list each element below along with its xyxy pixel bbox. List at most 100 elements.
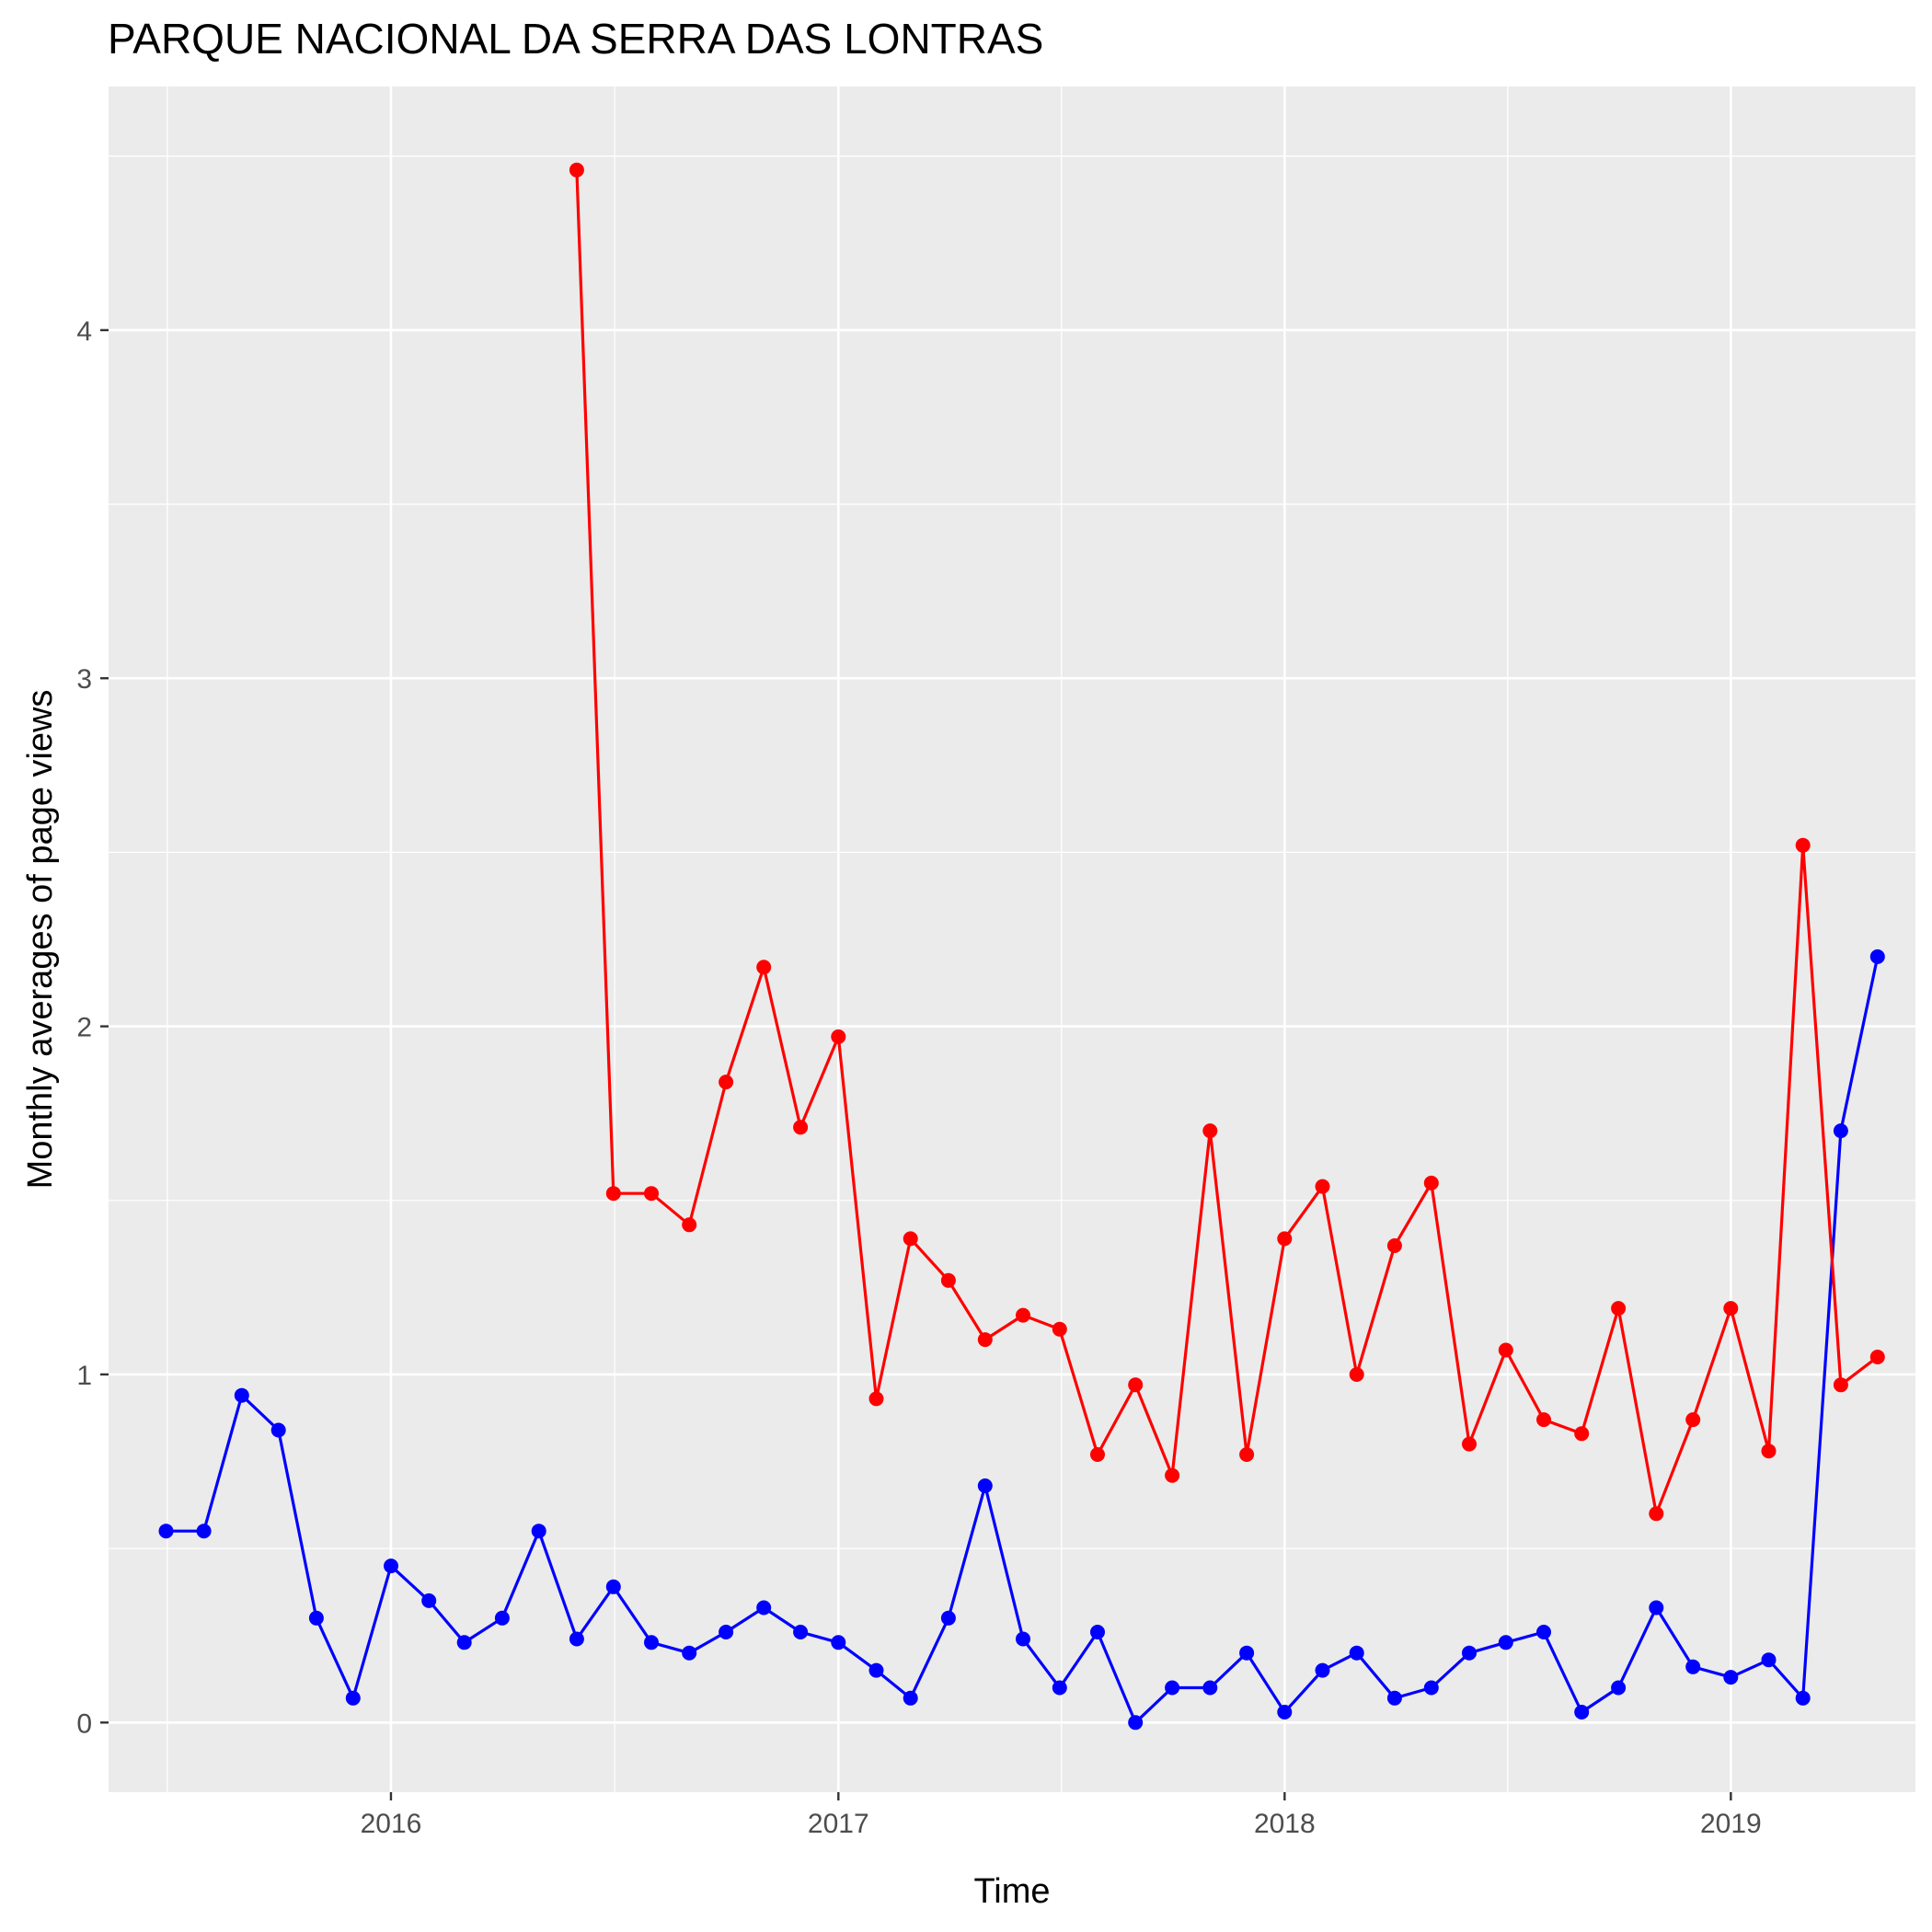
series-1-point [1128,1715,1144,1731]
series-1-point [1462,1645,1477,1661]
series-1-point [605,1579,621,1594]
series-1-point [1498,1635,1513,1650]
series-1-point [1536,1625,1551,1639]
series-1-point [494,1610,510,1626]
series-1-point [644,1635,659,1650]
series-1-point [234,1387,249,1403]
series-1-point [1386,1690,1402,1706]
series-2-point [1611,1301,1627,1317]
series-2-point [1128,1377,1144,1393]
series-1-point [719,1625,734,1639]
series-1-point [308,1610,324,1626]
series-1-point [1202,1680,1218,1696]
series-1-point [1574,1705,1590,1719]
series-2-point [719,1075,734,1090]
y-tick-label: 2 [76,1013,92,1043]
y-tick-label: 0 [76,1708,92,1739]
series-2-point [682,1217,697,1233]
x-axis-title: Time [973,1872,1050,1911]
series-2-point [1277,1231,1293,1247]
series-1-point [1016,1631,1030,1647]
x-tick-label: 2019 [1700,1809,1762,1839]
series-2-point [1574,1426,1590,1442]
series-2-point [1869,1350,1885,1364]
series-1-point [1277,1705,1293,1719]
series-1-point [940,1610,956,1626]
series-1-point [977,1478,993,1493]
series-1-point [158,1524,174,1539]
series-1-point [1315,1662,1330,1678]
series-1-point [682,1645,697,1661]
series-1-point [903,1690,918,1706]
series-2-point [756,960,772,975]
series-2-point [1462,1436,1477,1452]
chart-title: PARQUE NACIONAL DA SERRA DAS LONTRAS [108,15,1043,63]
series-2-point [1349,1367,1364,1382]
series-2-point [868,1391,884,1407]
x-tick-label: 2018 [1254,1809,1316,1839]
series-1-point [1833,1123,1848,1139]
series-2-point [1761,1443,1777,1459]
series-2-point [1315,1179,1330,1194]
series-2-point [1202,1123,1218,1139]
series-2-point [793,1120,809,1135]
series-1-point [421,1593,437,1608]
series-1-point [1723,1670,1739,1685]
plot-panel [109,86,1915,1792]
series-2-point [605,1186,621,1202]
series-2-point [1833,1377,1848,1393]
series-1-point [531,1524,546,1539]
x-tick-label: 2017 [808,1809,869,1839]
series-2-point [1685,1412,1701,1428]
grid-major [109,86,1915,1792]
series-2-point [1016,1307,1030,1323]
series-1-point [270,1422,286,1438]
series-1-point [868,1662,884,1678]
series-2-point [1795,837,1811,853]
series-line-2 [575,169,1879,1515]
series-1-point [1649,1600,1664,1616]
series-2-point [903,1231,918,1247]
series-2-point [1536,1412,1551,1428]
series-1-point [384,1558,398,1574]
series-2-point [1423,1175,1439,1190]
series-1-point [1423,1680,1439,1696]
series-2-point [940,1272,956,1288]
series-1-point [1795,1690,1811,1706]
series-2-point [1090,1447,1105,1462]
series-1-point [345,1690,361,1706]
series-1-point [569,1631,584,1647]
series-1-point [456,1635,472,1650]
series-1-point [1869,949,1885,964]
y-tick-label: 4 [76,316,92,347]
axis-layer: 2016 2017 2018 2019 0 1 2 3 4 [76,316,1761,1839]
grid-minor [109,86,1915,1792]
series-2-point [977,1332,993,1348]
y-axis-title: Monthly averages of page views [21,690,60,1190]
series-2-point [1052,1321,1067,1337]
series-2-point [1386,1238,1402,1253]
x-tick-label: 2016 [361,1809,422,1839]
series-1-point [1685,1659,1701,1674]
series-layer [158,162,1885,1731]
series-2-point [569,162,584,178]
series-1-point [1239,1645,1255,1661]
y-tick-label: 1 [76,1361,92,1391]
series-1-point [756,1600,772,1616]
series-1-point [831,1635,846,1650]
series-2-point [1165,1467,1180,1483]
series-2-point [644,1186,659,1202]
series-1-point [1165,1680,1180,1696]
series-2-point [1723,1301,1739,1317]
series-2-point [1498,1342,1513,1358]
y-tick-label: 3 [76,664,92,695]
series-2-point [1649,1506,1664,1522]
series-1-point [1349,1645,1364,1661]
series-1-point [1761,1652,1777,1668]
series-1-point [793,1625,809,1639]
series-2-point [1239,1447,1255,1462]
series-1-point [1611,1680,1627,1696]
series-1-point [1052,1680,1067,1696]
series-1-point [1090,1625,1105,1639]
